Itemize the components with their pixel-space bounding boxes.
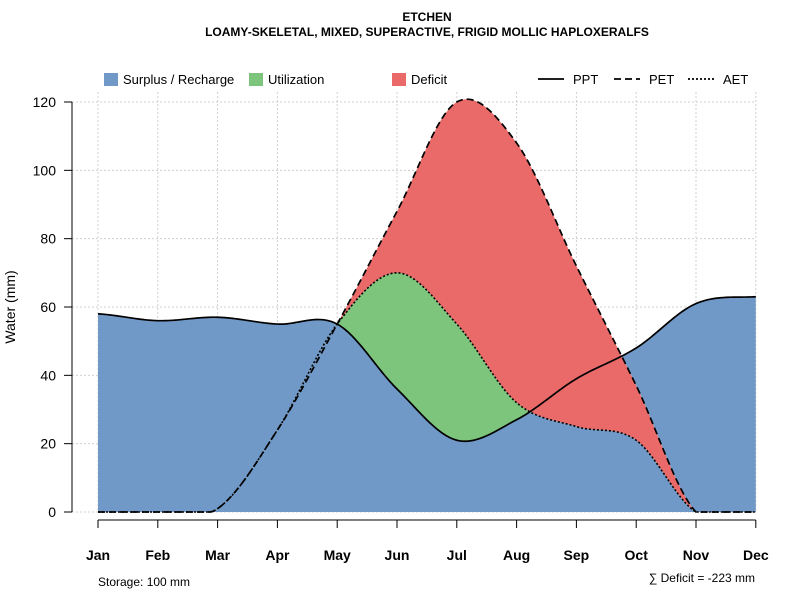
legend-swatch-2 [249, 73, 263, 86]
deficit-note: ∑ Deficit = -223 mm [649, 571, 755, 585]
chart-subtitle: LOAMY-SKELETAL, MIXED, SUPERACTIVE, FRIG… [205, 25, 649, 39]
y-tick-label: 80 [40, 231, 56, 247]
legend-label: Deficit [411, 72, 448, 87]
x-tick-label: Aug [503, 547, 530, 563]
utilization-overlay [98, 272, 756, 512]
deficit-area [98, 99, 756, 513]
x-tick-label: May [324, 547, 351, 563]
series-line-pet [98, 98, 756, 513]
storage-note: Storage: 100 mm [98, 575, 190, 589]
x-tick-label: Jul [447, 547, 467, 563]
y-tick-label: 40 [40, 367, 56, 383]
x-tick-label: Mar [205, 547, 230, 563]
y-axis-label: Water (mm) [2, 270, 18, 343]
x-tick-label: Nov [683, 547, 710, 563]
y-tick-label: 20 [40, 436, 56, 452]
legend-label: PET [649, 72, 674, 87]
chart-title: ETCHEN [402, 10, 451, 24]
series-line-aet [98, 272, 756, 513]
y-tick-label: 0 [48, 504, 56, 520]
series-line-ppt [97, 295, 756, 443]
y-tick-label: 100 [33, 162, 57, 178]
x-tick-label: Feb [145, 547, 170, 563]
x-tick-label: Apr [265, 547, 290, 563]
area-fills [98, 99, 756, 513]
x-tick-label: Sep [564, 547, 590, 563]
x-tick-label: Dec [743, 547, 769, 563]
y-tick-label: 120 [33, 94, 57, 110]
series-lines [97, 98, 756, 513]
legend-label: Surplus / Recharge [123, 72, 234, 87]
legend-swatch-3 [392, 73, 406, 86]
x-tick-label: Jan [86, 547, 110, 563]
legend-label: PPT [573, 72, 598, 87]
x-tick-label: Oct [625, 547, 649, 563]
axes: 0 20 40 60 80 100 120 Jan Feb Mar Apr May Jun Jul Aug S… [33, 94, 769, 563]
recharge-area [98, 324, 756, 512]
y-tick-label: 60 [40, 299, 56, 315]
legend-swatch-1 [104, 73, 118, 86]
legend-label: Utilization [268, 72, 324, 87]
legend-label: AET [723, 72, 748, 87]
legend: Surplus / Recharge Utilization Deficit PPT P… [104, 72, 748, 87]
surplus-area [98, 99, 756, 513]
x-tick-label: Jun [385, 547, 410, 563]
